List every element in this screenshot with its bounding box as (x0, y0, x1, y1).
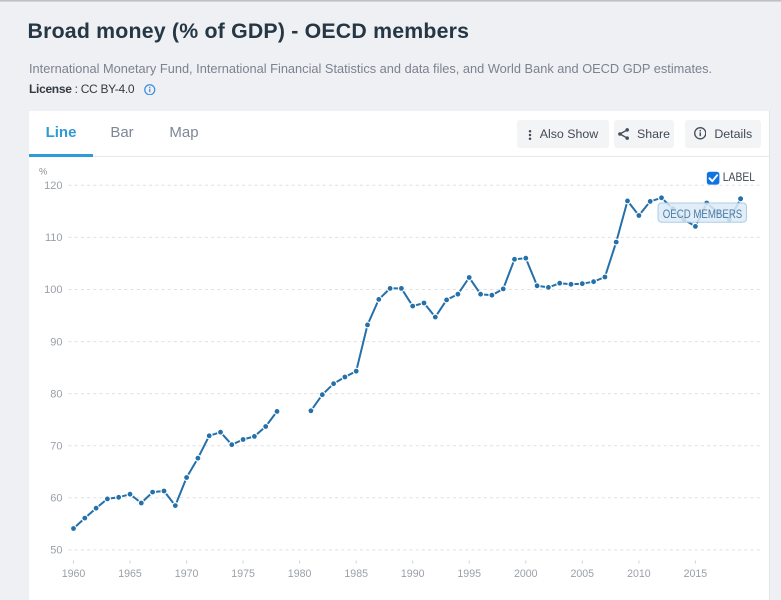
svg-text:120: 120 (44, 180, 62, 192)
svg-text:2010: 2010 (627, 568, 651, 580)
svg-text:1985: 1985 (344, 568, 368, 580)
svg-text:2000: 2000 (514, 568, 538, 580)
svg-text:60: 60 (50, 493, 62, 505)
svg-text:90: 90 (50, 336, 62, 348)
svg-text:OECD MEMBERS: OECD MEMBERS (663, 207, 743, 221)
svg-text:1960: 1960 (62, 568, 86, 580)
svg-text:110: 110 (45, 232, 63, 244)
svg-text:70: 70 (50, 440, 62, 452)
svg-text:1995: 1995 (457, 568, 481, 580)
svg-text:2005: 2005 (571, 568, 595, 580)
svg-text:50: 50 (50, 545, 62, 557)
svg-text:%: % (39, 167, 48, 178)
svg-text:1975: 1975 (231, 568, 255, 580)
svg-text:1980: 1980 (288, 568, 312, 580)
svg-text:100: 100 (44, 284, 62, 296)
svg-text:1965: 1965 (118, 568, 142, 580)
svg-text:80: 80 (50, 388, 62, 400)
svg-text:1990: 1990 (401, 568, 425, 580)
svg-text:1970: 1970 (175, 568, 199, 580)
svg-text:2015: 2015 (684, 568, 708, 580)
svg-text:LABEL: LABEL (723, 170, 756, 184)
